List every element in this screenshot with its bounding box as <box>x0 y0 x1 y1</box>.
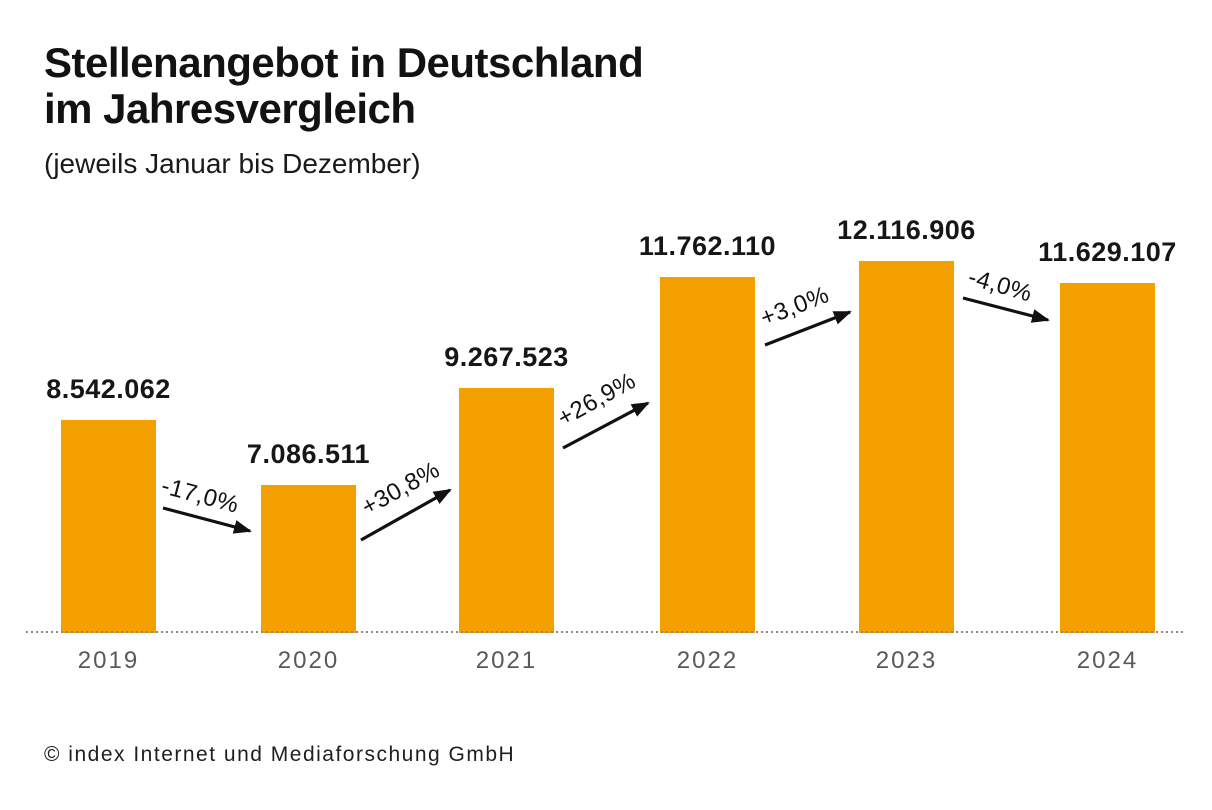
header: Stellenangebot in Deutschland im Jahresv… <box>44 39 644 180</box>
x-tick-2021: 2021 <box>475 647 538 674</box>
x-tick-2022: 2022 <box>676 647 739 674</box>
bar-2024 <box>1060 283 1155 633</box>
value-label-2020: 7.086.511 <box>246 439 371 469</box>
x-axis-baseline <box>26 631 1186 633</box>
copyright-text: © index Internet und Mediaforschung GmbH <box>44 743 516 766</box>
value-label-2024: 11.629.107 <box>1038 237 1177 267</box>
chart-subtitle: (jeweils Januar bis Dezember) <box>44 148 421 179</box>
value-label-2021: 9.267.523 <box>444 342 569 372</box>
change-label-2023-2024: -4,0% <box>965 263 1036 308</box>
change-label-2022-2023: +3,0% <box>756 281 833 332</box>
x-tick-2019: 2019 <box>77 647 140 674</box>
page-title-line-2: im Jahresvergleich <box>44 85 416 132</box>
bar-2022 <box>660 277 755 633</box>
bar-2021 <box>459 388 554 633</box>
change-label-2019-2020: -17,0% <box>158 472 242 519</box>
change-label-2021-2022: +26,9% <box>553 367 641 432</box>
bar-2019 <box>61 420 156 633</box>
page-title-line-1: Stellenangebot in Deutschland <box>44 39 644 86</box>
x-tick-2024: 2024 <box>1076 647 1139 674</box>
bar-2023 <box>859 261 954 633</box>
bar-2020 <box>261 485 356 633</box>
x-tick-2023: 2023 <box>875 647 938 674</box>
change-label-2020-2021: +30,8% <box>357 456 445 521</box>
x-tick-2020: 2020 <box>277 647 340 674</box>
value-label-2019: 8.542.062 <box>46 374 171 404</box>
value-label-2023: 12.116.906 <box>837 215 976 245</box>
value-label-2022: 11.762.110 <box>638 231 777 261</box>
footer: © index Internet und Mediaforschung GmbH <box>44 743 515 767</box>
